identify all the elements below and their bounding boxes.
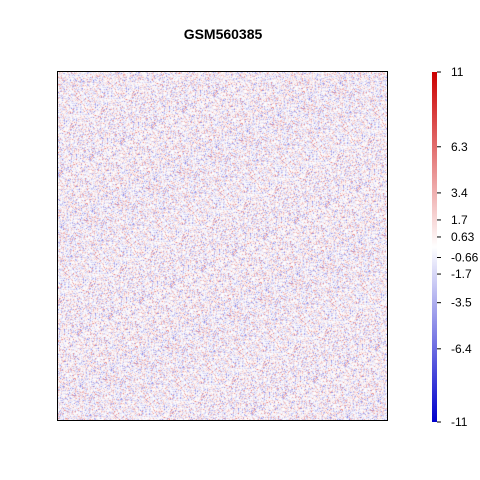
colorbar-tick-label: 0.63 <box>451 230 475 244</box>
heatmap-plot-area <box>57 71 388 421</box>
color-legend: 11 6.3 3.4 1.7 0.63 -0.66 -1.7 -3.5 -6.4 -11 <box>400 60 480 440</box>
colorbar-tick-label: -1.7 <box>451 267 472 281</box>
colorbar-tick-label: -3.5 <box>451 296 472 310</box>
colorbar-tick-label: 11 <box>451 65 464 79</box>
colorbar-svg: 11 6.3 3.4 1.7 0.63 -0.66 -1.7 -3.5 -6.4 -11 <box>432 65 479 429</box>
colorbar-tick-label: -6.4 <box>451 342 472 356</box>
colorbar-tick-label: -11 <box>451 415 468 429</box>
heatmap-image <box>58 72 387 420</box>
colorbar-tick-label: 1.7 <box>451 213 468 227</box>
colorbar-ticks: 11 6.3 3.4 1.7 0.63 -0.66 -1.7 -3.5 -6.4 -11 <box>437 65 479 429</box>
colorbar-tick-label: 3.4 <box>451 186 468 200</box>
colorbar-tick-label: 6.3 <box>451 140 468 154</box>
chart-title: GSM560385 <box>183 26 263 42</box>
colorbar-tick-label: -0.66 <box>451 251 479 265</box>
colorbar-gradient <box>432 72 437 422</box>
